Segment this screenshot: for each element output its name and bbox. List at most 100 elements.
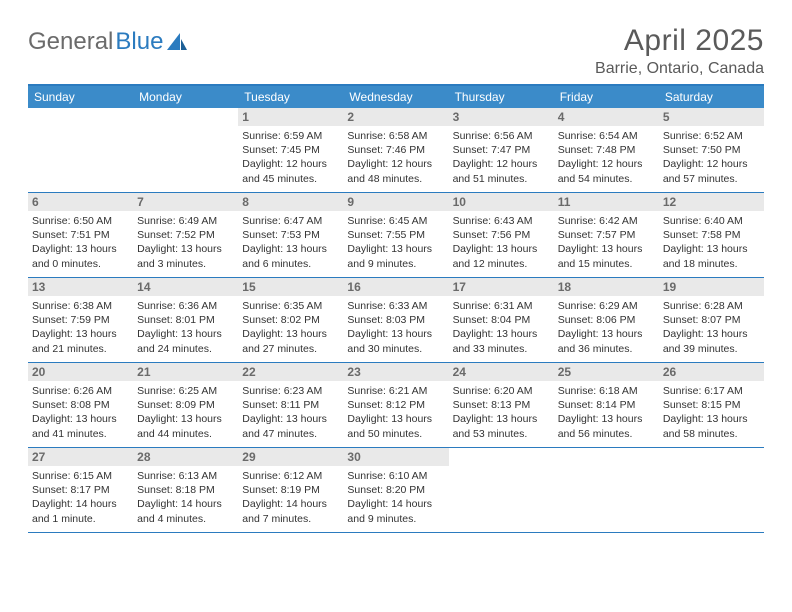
detail-line: Sunrise: 6:20 AM — [453, 384, 550, 398]
detail-line: and 47 minutes. — [242, 427, 339, 441]
calendar-page: GeneralBlue April 2025 Barrie, Ontario, … — [0, 0, 792, 553]
week-row: 27Sunrise: 6:15 AMSunset: 8:17 PMDayligh… — [28, 448, 764, 533]
day-details: Sunrise: 6:36 AMSunset: 8:01 PMDaylight:… — [135, 299, 236, 356]
detail-line: and 6 minutes. — [242, 257, 339, 271]
detail-line: Sunset: 7:50 PM — [663, 143, 760, 157]
detail-line: Sunset: 8:12 PM — [347, 398, 444, 412]
day-number: 13 — [28, 278, 133, 296]
day-details: Sunrise: 6:15 AMSunset: 8:17 PMDaylight:… — [30, 469, 131, 526]
detail-line: Sunrise: 6:50 AM — [32, 214, 129, 228]
day-cell: 13 Sunrise: 6:38 AMSunset: 7:59 PMDayligh… — [28, 278, 133, 362]
dow-saturday: Saturday — [659, 86, 764, 108]
day-cell: 23Sunrise: 6:21 AMSunset: 8:12 PMDayligh… — [343, 363, 448, 447]
location-label: Barrie, Ontario, Canada — [595, 60, 764, 78]
day-cell: 15Sunrise: 6:35 AMSunset: 8:02 PMDayligh… — [238, 278, 343, 362]
dow-tuesday: Tuesday — [238, 86, 343, 108]
day-details: Sunrise: 6:52 AMSunset: 7:50 PMDaylight:… — [661, 129, 762, 186]
detail-line: Daylight: 13 hours — [137, 412, 234, 426]
week-row: 13 Sunrise: 6:38 AMSunset: 7:59 PMDayligh… — [28, 278, 764, 363]
detail-line: Sunset: 7:57 PM — [558, 228, 655, 242]
detail-line: Daylight: 13 hours — [32, 242, 129, 256]
detail-line: Daylight: 12 hours — [558, 157, 655, 171]
detail-line: Sunrise: 6:26 AM — [32, 384, 129, 398]
dow-friday: Friday — [554, 86, 659, 108]
day-cell: 22Sunrise: 6:23 AMSunset: 8:11 PMDayligh… — [238, 363, 343, 447]
brand-part2: Blue — [115, 28, 163, 56]
detail-line: Sunset: 7:47 PM — [453, 143, 550, 157]
day-details: Sunrise: 6:59 AMSunset: 7:45 PMDaylight:… — [240, 129, 341, 186]
day-details: Sunrise: 6:26 AMSunset: 8:08 PMDaylight:… — [30, 384, 131, 441]
detail-line: and 3 minutes. — [137, 257, 234, 271]
detail-line: and 33 minutes. — [453, 342, 550, 356]
detail-line: Daylight: 13 hours — [453, 412, 550, 426]
detail-line: Daylight: 14 hours — [32, 497, 129, 511]
detail-line: Sunrise: 6:43 AM — [453, 214, 550, 228]
day-number: 16 — [343, 278, 448, 296]
day-number: 5 — [659, 108, 764, 126]
detail-line: Daylight: 13 hours — [137, 327, 234, 341]
detail-line: Sunrise: 6:13 AM — [137, 469, 234, 483]
day-details: Sunrise: 6:49 AMSunset: 7:52 PMDaylight:… — [135, 214, 236, 271]
day-details: Sunrise: 6:25 AMSunset: 8:09 PMDaylight:… — [135, 384, 236, 441]
detail-line: and 12 minutes. — [453, 257, 550, 271]
day-details: Sunrise: 6:40 AMSunset: 7:58 PMDaylight:… — [661, 214, 762, 271]
detail-line: Daylight: 13 hours — [347, 327, 444, 341]
detail-line: Daylight: 13 hours — [558, 412, 655, 426]
detail-line: Daylight: 14 hours — [137, 497, 234, 511]
detail-line: Sunrise: 6:31 AM — [453, 299, 550, 313]
detail-line: Sunset: 7:55 PM — [347, 228, 444, 242]
detail-line: Sunrise: 6:56 AM — [453, 129, 550, 143]
day-number: 30 — [343, 448, 448, 466]
detail-line: Daylight: 12 hours — [347, 157, 444, 171]
day-details: Sunrise: 6:33 AMSunset: 8:03 PMDaylight:… — [345, 299, 446, 356]
detail-line: Sunrise: 6:23 AM — [242, 384, 339, 398]
detail-line: Sunrise: 6:18 AM — [558, 384, 655, 398]
day-details: Sunrise: 6:38 AMSunset: 7:59 PMDaylight:… — [30, 299, 131, 356]
day-cell: 29Sunrise: 6:12 AMSunset: 8:19 PMDayligh… — [238, 448, 343, 532]
day-cell: 21 Sunrise: 6:25 AMSunset: 8:09 PMDayligh… — [133, 363, 238, 447]
detail-line: Sunset: 8:15 PM — [663, 398, 760, 412]
detail-line: Sunrise: 6:36 AM — [137, 299, 234, 313]
detail-line: Sunrise: 6:54 AM — [558, 129, 655, 143]
day-details: Sunrise: 6:43 AMSunset: 7:56 PMDaylight:… — [451, 214, 552, 271]
day-number: 21 — [133, 363, 238, 381]
brand-part1: General — [28, 28, 113, 56]
day-number: 20 — [28, 363, 133, 381]
day-cell — [133, 108, 238, 192]
brand-sail-icon — [167, 33, 187, 51]
day-details: Sunrise: 6:18 AMSunset: 8:14 PMDaylight:… — [556, 384, 657, 441]
day-details: Sunrise: 6:54 AMSunset: 7:48 PMDaylight:… — [556, 129, 657, 186]
title-block: April 2025 Barrie, Ontario, Canada — [595, 24, 764, 78]
day-cell: 9Sunrise: 6:45 AMSunset: 7:55 PMDaylight… — [343, 193, 448, 277]
detail-line: and 45 minutes. — [242, 172, 339, 186]
day-details: Sunrise: 6:45 AMSunset: 7:55 PMDaylight:… — [345, 214, 446, 271]
detail-line: Sunset: 8:08 PM — [32, 398, 129, 412]
detail-line: Daylight: 14 hours — [242, 497, 339, 511]
detail-line: Daylight: 13 hours — [663, 242, 760, 256]
day-number: 4 — [554, 108, 659, 126]
day-cell: 7Sunrise: 6:49 AMSunset: 7:52 PMDaylight… — [133, 193, 238, 277]
detail-line: and 58 minutes. — [663, 427, 760, 441]
detail-line: and 15 minutes. — [558, 257, 655, 271]
detail-line: and 9 minutes. — [347, 257, 444, 271]
detail-line: Daylight: 14 hours — [347, 497, 444, 511]
detail-line: and 7 minutes. — [242, 512, 339, 526]
day-number — [659, 448, 764, 452]
detail-line: Daylight: 13 hours — [453, 327, 550, 341]
detail-line: Sunrise: 6:59 AM — [242, 129, 339, 143]
day-cell: 1Sunrise: 6:59 AMSunset: 7:45 PMDaylight… — [238, 108, 343, 192]
detail-line: Sunset: 8:13 PM — [453, 398, 550, 412]
day-details: Sunrise: 6:42 AMSunset: 7:57 PMDaylight:… — [556, 214, 657, 271]
day-details: Sunrise: 6:28 AMSunset: 8:07 PMDaylight:… — [661, 299, 762, 356]
detail-line: Sunrise: 6:42 AM — [558, 214, 655, 228]
day-number: 22 — [238, 363, 343, 381]
detail-line: Sunset: 7:56 PM — [453, 228, 550, 242]
detail-line: Sunset: 8:14 PM — [558, 398, 655, 412]
day-number: 2 — [343, 108, 448, 126]
day-of-week-header: Sunday Monday Tuesday Wednesday Thursday… — [28, 86, 764, 108]
day-cell: 18Sunrise: 6:29 AMSunset: 8:06 PMDayligh… — [554, 278, 659, 362]
day-cell — [28, 108, 133, 192]
day-number: 26 — [659, 363, 764, 381]
day-number: 18 — [554, 278, 659, 296]
day-cell — [554, 448, 659, 532]
